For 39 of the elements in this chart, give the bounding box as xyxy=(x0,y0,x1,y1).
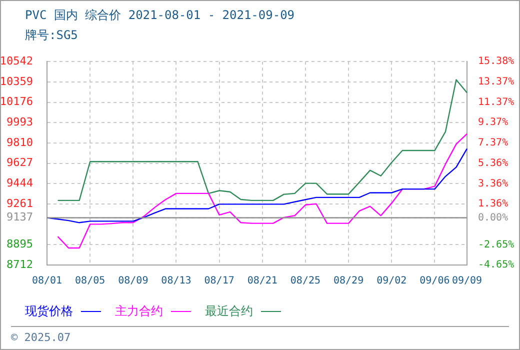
x-tick-label: 08/25 xyxy=(290,276,321,287)
text: © 2025.07 xyxy=(11,326,509,344)
y-tick-label: 9627 xyxy=(6,156,33,170)
x-tick-label: 09/06 xyxy=(420,276,450,287)
y2-tick-label: 1.36% xyxy=(478,198,508,210)
y2-tick-label: -2.65% xyxy=(478,239,514,250)
y2-tick-label: 13.37% xyxy=(478,76,514,88)
y-tick-label: 10359 xyxy=(0,74,33,88)
x-tick-label: 08/21 xyxy=(247,276,278,287)
x-tick-label: 08/29 xyxy=(333,276,364,287)
y2-tick-label: 5.36% xyxy=(478,158,508,169)
y-tick-label: 9444 xyxy=(6,176,34,190)
y-tick-label: 10542 xyxy=(0,54,33,68)
y-tick-label: 8895 xyxy=(6,238,33,251)
x-tick-label: 08/05 xyxy=(75,276,106,287)
y2-tick-label: 11.37% xyxy=(478,96,514,108)
y2-tick-label: 7.37% xyxy=(478,138,508,149)
legend-label: 现货价格 xyxy=(25,303,73,320)
x-tick-label: 09/09 xyxy=(452,276,482,287)
y2-tick-label: 9.37% xyxy=(478,117,508,128)
y-tick-label: 9137 xyxy=(6,210,33,224)
x-tick-label: 08/13 xyxy=(161,276,192,287)
y2-tick-label: 15.38% xyxy=(478,56,514,68)
x-tick-label: 08/17 xyxy=(204,276,234,287)
x-tick-label: 08/01 xyxy=(32,276,62,287)
y2-tick-label: -4.65% xyxy=(478,260,514,271)
legend-label: 最近合约 xyxy=(205,303,253,320)
y-tick-label: 8712 xyxy=(6,258,33,271)
legend-label: 主力合约 xyxy=(115,303,163,320)
chart-subtitle: 牌号:SG5 xyxy=(25,27,78,44)
y-tick-label: 10176 xyxy=(0,95,33,108)
y2-tick-label: 3.36% xyxy=(478,178,508,190)
y-tick-label: 9993 xyxy=(6,115,33,128)
chart-title: PVC 国内 综合价 2021-08-01 - 2021-09-09 xyxy=(25,7,295,24)
x-tick-label: 08/09 xyxy=(118,276,148,287)
y-tick-label: 9810 xyxy=(6,136,33,149)
y2-tick-label: 0.00% xyxy=(478,212,508,224)
x-tick-label: 09/02 xyxy=(376,276,407,287)
y-tick-label: 9261 xyxy=(6,196,33,210)
